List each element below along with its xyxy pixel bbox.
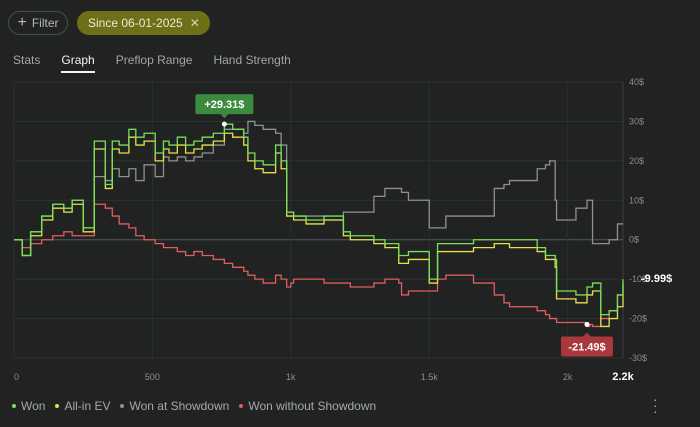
- peak-badge-pointer: [220, 114, 229, 119]
- more-vertical-icon[interactable]: · · ·: [653, 391, 658, 419]
- tab-stats[interactable]: Stats: [13, 53, 41, 67]
- low-badge-bg: [561, 336, 614, 357]
- peak-badge: +29.31$: [195, 94, 254, 127]
- legend-item-won[interactable]: Won: [12, 399, 45, 413]
- filter-button[interactable]: + Filter: [8, 11, 68, 35]
- low-marker: [584, 321, 590, 327]
- peak-badge-label: +29.31$: [204, 99, 244, 111]
- y-tick-label: 20$: [629, 156, 644, 166]
- y-tick-label: -20$: [629, 314, 647, 324]
- y-tick-label: -10$: [629, 274, 647, 284]
- date-filter-chip[interactable]: Since 06-01-2025 ✕: [77, 11, 210, 35]
- low-badge: -21.49$: [561, 321, 614, 357]
- legend-item-won-without-showdown[interactable]: Won without Showdown: [239, 399, 376, 413]
- no-showdown-dot-icon: [239, 404, 244, 408]
- x-tick-label: 0: [14, 372, 19, 382]
- x-end-label: 2.2k: [612, 371, 634, 383]
- y-tick-label: -30$: [629, 353, 647, 363]
- x-tick-label: 2k: [563, 372, 573, 382]
- series-line-won: [14, 123, 624, 316]
- low-badge-pointer: [583, 332, 592, 337]
- y-tick-label: 0$: [629, 235, 639, 245]
- plus-icon: +: [17, 14, 27, 31]
- current-value-label: -9.99$: [641, 273, 672, 285]
- legend-label-won-at-showdown: Won at Showdown: [129, 399, 230, 413]
- tab-preflop-range[interactable]: Preflop Range: [115, 53, 193, 67]
- chart-legend: Won All-in EV Won at Showdown Won withou…: [12, 399, 386, 413]
- low-badge-label: -21.49$: [568, 341, 605, 353]
- close-icon[interactable]: ✕: [189, 16, 200, 30]
- date-filter-label: Since 06-01-2025: [88, 16, 183, 30]
- peak-marker: [221, 121, 227, 127]
- peak-badge-bg: [195, 94, 254, 115]
- y-tick-label: 40$: [629, 77, 644, 87]
- showdown-dot-icon: [120, 404, 125, 408]
- x-tick-label: 500: [145, 372, 160, 382]
- legend-item-allin-ev[interactable]: All-in EV: [55, 399, 110, 413]
- tab-graph[interactable]: Graph: [61, 53, 96, 73]
- y-tick-label: 30$: [629, 116, 644, 126]
- won-dot-icon: [12, 404, 16, 408]
- legend-item-won-at-showdown[interactable]: Won at Showdown: [120, 399, 229, 413]
- legend-label-won: Won: [21, 399, 46, 413]
- tab-hand-strength[interactable]: Hand Strength: [213, 53, 291, 67]
- allin-ev-dot-icon: [55, 404, 60, 408]
- series-line-won-without-showdown: [14, 203, 623, 328]
- x-tick-label: 1k: [286, 372, 296, 382]
- tab-bar: Stats Graph Preflop Range Hand Strength: [13, 53, 312, 73]
- x-tick-label: 1.5k: [421, 372, 439, 382]
- y-tick-label: 10$: [629, 195, 644, 205]
- filter-label: Filter: [31, 16, 59, 30]
- legend-label-won-without-showdown: Won without Showdown: [248, 399, 377, 413]
- legend-label-allin-ev: All-in EV: [64, 399, 111, 413]
